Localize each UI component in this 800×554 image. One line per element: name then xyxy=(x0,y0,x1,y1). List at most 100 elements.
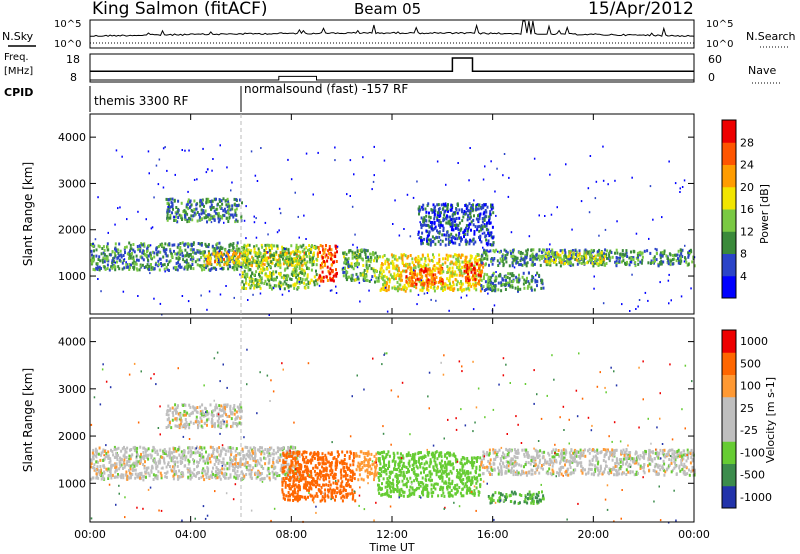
heatmap-cell xyxy=(447,237,450,241)
heatmap-cell xyxy=(100,267,102,270)
heatmap-cell xyxy=(95,468,98,471)
date-title: 15/Apr/2012 xyxy=(588,0,694,19)
heatmap-cell xyxy=(344,266,346,270)
heatmap-cell xyxy=(223,214,226,218)
heatmap-cell xyxy=(382,269,385,273)
heatmap-cell xyxy=(671,262,674,266)
heatmap-cell xyxy=(432,203,435,207)
scatter-cell xyxy=(353,173,355,176)
heatmap-cell xyxy=(548,259,551,263)
heatmap-cell xyxy=(420,223,422,227)
scatter-cell xyxy=(223,221,225,224)
heatmap-cell xyxy=(446,214,448,218)
heatmap-cell xyxy=(454,237,457,241)
heatmap-cell xyxy=(452,228,455,232)
heatmap-cell xyxy=(454,278,457,281)
heatmap-cell xyxy=(212,266,215,270)
heatmap-cell xyxy=(490,243,493,247)
heatmap-cell xyxy=(580,255,583,258)
scatter-cell xyxy=(631,176,633,179)
heatmap-cell xyxy=(142,474,145,478)
heatmap-cell xyxy=(227,220,230,223)
heatmap-cell xyxy=(180,265,183,269)
heatmap-cell xyxy=(104,267,107,271)
heatmap-cell xyxy=(179,265,182,269)
heatmap-cell xyxy=(668,252,671,256)
heatmap-cell xyxy=(551,253,554,257)
heatmap-cell xyxy=(251,261,254,265)
heatmap-cell xyxy=(428,225,431,229)
heatmap-cell xyxy=(266,261,269,265)
heatmap-cell xyxy=(419,269,422,273)
heatmap-cell xyxy=(369,252,372,256)
scatter-cell xyxy=(334,159,336,162)
scatter-cell xyxy=(335,285,337,288)
heatmap-cell xyxy=(175,472,178,476)
heatmap-cell xyxy=(310,268,313,272)
heatmap-cell xyxy=(293,283,295,287)
heatmap-cell xyxy=(425,264,428,268)
heatmap-cell xyxy=(367,266,370,270)
heatmap-cell xyxy=(233,466,236,470)
heatmap-cell xyxy=(189,471,192,475)
scatter-cell xyxy=(162,147,165,150)
heatmap-cell xyxy=(272,462,275,466)
heatmap-cell xyxy=(362,264,365,267)
heatmap-cell xyxy=(452,212,455,216)
heatmap-cell xyxy=(464,204,467,207)
heatmap-cell xyxy=(343,251,346,255)
heatmap-cell xyxy=(317,246,320,250)
heatmap-cell xyxy=(101,450,104,454)
heatmap-cell xyxy=(534,280,537,284)
heatmap-cell xyxy=(505,275,507,279)
scatter-cell xyxy=(469,147,471,149)
heatmap-cell xyxy=(288,472,291,476)
heatmap-cell xyxy=(196,258,199,262)
heatmap-cell xyxy=(199,251,202,255)
heatmap-cell xyxy=(358,253,361,256)
heatmap-cell xyxy=(525,262,528,266)
scatter-cell xyxy=(556,206,558,209)
heatmap-cell xyxy=(145,470,148,474)
heatmap-cell xyxy=(359,273,362,277)
heatmap-cell xyxy=(421,269,424,273)
heatmap-cell xyxy=(481,204,484,208)
heatmap-cell xyxy=(390,261,393,265)
heatmap-cell xyxy=(410,282,413,286)
heatmap-cell xyxy=(474,260,477,264)
heatmap-cell xyxy=(609,249,612,253)
heatmap-cell xyxy=(279,453,282,457)
scatter-cell xyxy=(548,248,551,251)
heatmap-cell xyxy=(169,249,172,253)
heatmap-cell xyxy=(475,283,478,287)
heatmap-cell xyxy=(90,243,93,246)
heatmap-cell xyxy=(508,264,511,268)
heatmap-cell xyxy=(474,281,477,285)
heatmap-cell xyxy=(227,255,230,259)
heatmap-cell xyxy=(505,260,508,264)
scatter-cell xyxy=(490,160,492,163)
heatmap-cell xyxy=(383,274,386,278)
scatter-cell xyxy=(305,152,308,155)
heatmap-cell xyxy=(225,449,228,453)
heatmap-cell xyxy=(454,253,457,257)
heatmap-cell xyxy=(345,278,348,282)
heatmap-cell xyxy=(106,256,109,260)
heatmap-cell xyxy=(287,452,290,456)
heatmap-cell xyxy=(288,255,291,258)
heatmap-cell xyxy=(298,267,301,271)
heatmap-cell xyxy=(479,282,481,286)
heatmap-cell xyxy=(187,254,190,258)
heatmap-cell xyxy=(466,267,469,271)
heatmap-cell xyxy=(192,255,194,259)
heatmap-cell xyxy=(329,462,332,465)
heatmap-cell xyxy=(472,223,475,227)
heatmap-cell xyxy=(621,249,624,253)
heatmap-cell xyxy=(452,241,455,245)
heatmap-cell xyxy=(485,253,487,257)
heatmap-cell xyxy=(267,461,270,465)
heatmap-cell xyxy=(326,473,329,477)
heatmap-cell xyxy=(444,203,447,207)
heatmap-cell xyxy=(252,257,255,261)
scatter-cell xyxy=(260,147,262,149)
